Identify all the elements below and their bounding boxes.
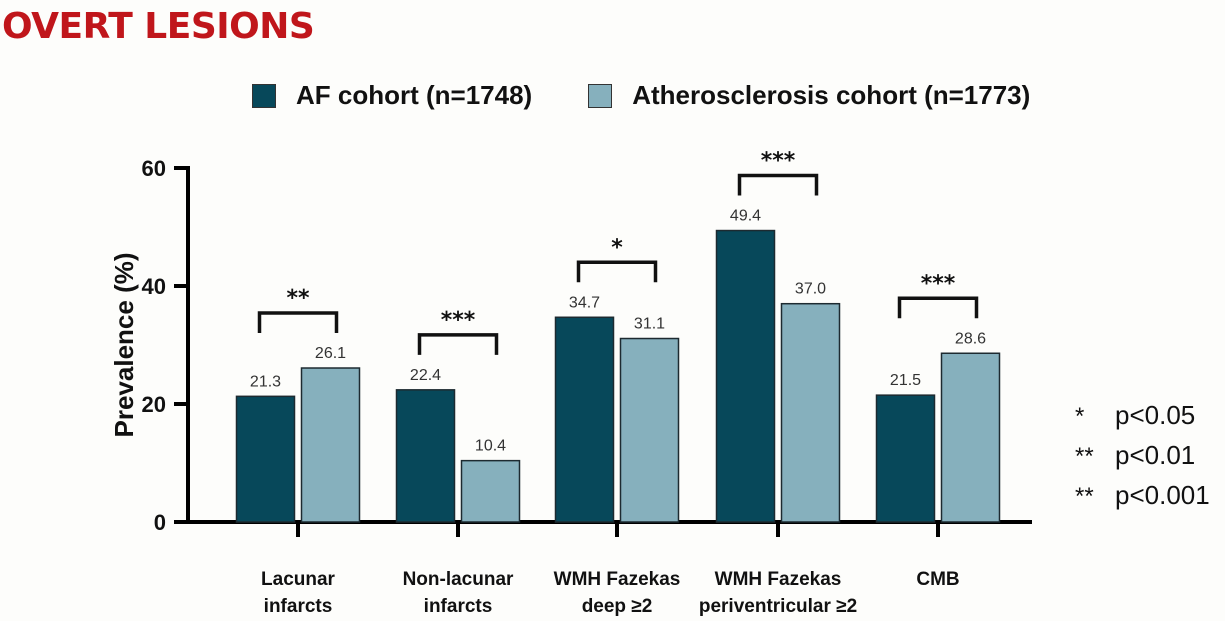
p-value-text: p<0.01 [1115,440,1196,470]
significance-bracket [417,333,499,355]
data-label: 31.1 [634,316,665,333]
significance-stars: *** [761,149,796,174]
legend-swatch-atherosclerosis [588,83,613,108]
legend-item-atherosclerosis: Atherosclerosis cohort (n=1773) [588,80,1030,111]
legend: AF cohort (n=1748) Atherosclerosis cohor… [252,80,1086,111]
bar-atherosclerosis [940,352,1001,523]
legend-swatch-af [252,83,276,108]
bar-atherosclerosis [780,302,841,523]
x-category-label: Non-lacunar [403,569,514,590]
legend-label-atherosclerosis: Atherosclerosis cohort (n=1773) [632,80,1031,110]
bar-af [715,229,776,523]
p-value-text: p<0.001 [1115,480,1210,510]
significance-stars: ** [286,286,310,311]
x-category-label: WMH Fazekas [715,569,842,590]
bar-af [875,394,936,523]
stars: ** [1075,443,1094,470]
significance-note-3: ** p<0.001 [1075,480,1210,511]
significance-bracket [257,311,339,334]
data-label: 37.0 [795,281,826,298]
significance-stars: *** [921,271,956,296]
x-category-label: periventricular ≥2 [699,596,857,617]
bar-af [395,389,456,523]
data-label: 21.5 [890,372,921,389]
bar-af [554,316,615,523]
x-category-label: deep ≥2 [582,596,653,617]
significance-note-1: * p<0.05 [1075,400,1195,431]
data-label: 22.4 [410,367,441,384]
x-category-label: infarcts [264,596,333,617]
bar-atherosclerosis [460,459,521,523]
stars: ** [1075,483,1094,510]
y-tick-label: 20 [142,392,166,417]
p-value-text: p<0.05 [1115,400,1196,430]
significance-stars: *** [441,308,476,333]
x-category-label: CMB [916,569,959,590]
data-label: 26.1 [315,345,346,362]
y-tick-label: 0 [154,510,166,535]
chart-title: OVERT LESIONS [2,6,315,47]
legend-item-af: AF cohort (n=1748) [252,80,532,111]
data-label: 21.3 [250,373,281,390]
y-axis-label: Prevalence (%) [109,253,139,438]
significance-bracket [737,173,819,196]
data-label: 49.4 [730,208,761,225]
bar-atherosclerosis [619,337,680,523]
bar-af [235,395,296,523]
data-label: 28.6 [955,330,986,347]
x-category-label: Lacunar [261,569,336,590]
legend-label-af: AF cohort (n=1748) [296,80,533,110]
data-label: 10.4 [475,438,506,455]
x-category-label: infarcts [424,596,493,617]
significance-stars: * [611,235,623,260]
significance-bracket [897,296,979,319]
significance-bracket [576,260,658,283]
x-category-label: WMH Fazekas [554,569,681,590]
data-label: 34.7 [569,294,600,311]
bar-atherosclerosis [300,367,361,523]
y-tick-label: 40 [142,274,166,299]
stars: * [1075,403,1085,430]
y-tick-label: 60 [142,156,166,181]
significance-note-2: ** p<0.01 [1075,440,1195,471]
